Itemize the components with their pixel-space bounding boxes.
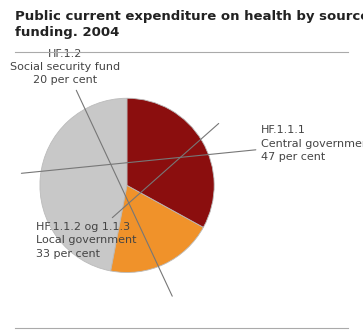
Text: HF.1.2
Social security fund
20 per cent: HF.1.2 Social security fund 20 per cent — [10, 49, 172, 296]
Text: Public current expenditure on health by source of
funding. 2004: Public current expenditure on health by … — [15, 10, 363, 39]
Text: HF.1.1.2 og 1.1.3
Local government
33 per cent: HF.1.1.2 og 1.1.3 Local government 33 pe… — [36, 124, 219, 259]
Wedge shape — [127, 98, 214, 227]
Wedge shape — [40, 98, 127, 271]
Wedge shape — [111, 185, 203, 273]
Text: HF.1.1.1
Central government
47 per cent: HF.1.1.1 Central government 47 per cent — [21, 126, 363, 173]
